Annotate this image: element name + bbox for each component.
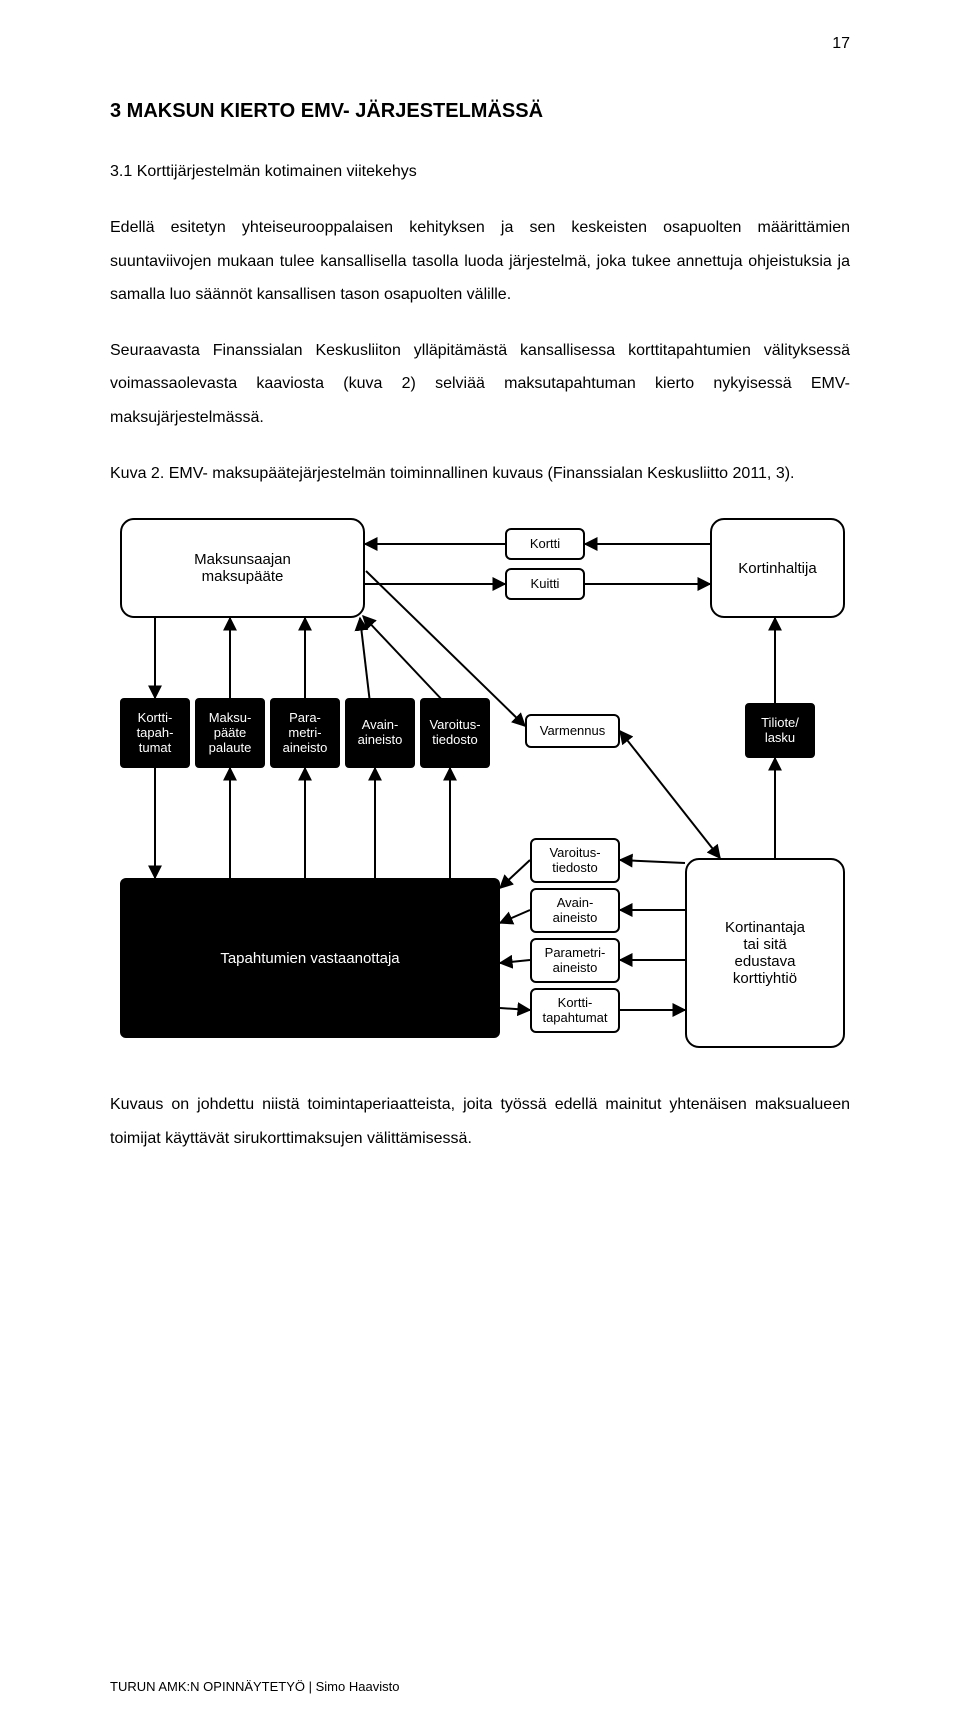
node-tiliote: Tiliote/lasku	[745, 703, 815, 758]
flow-diagram: Maksunsaajanmaksupääte Kortinhaltija Kortt…	[110, 508, 850, 1068]
heading-sub: 3.1 Korttijärjestelmän kotimainen viitek…	[110, 163, 850, 181]
node-varoitus: Varoitus-tiedosto	[420, 698, 490, 768]
node-avain2: Avain-aineisto	[530, 888, 620, 933]
node-kortinantaja: Kortinantajatai sitäedustavakorttiyhtiö	[685, 858, 845, 1048]
node-varoitus2: Varoitus-tiedosto	[530, 838, 620, 883]
paragraph-2: Seuraavasta Finanssialan Keskusliiton yl…	[110, 334, 850, 435]
node-kortinhaltija: Kortinhaltija	[710, 518, 845, 618]
node-varmennus: Varmennus	[525, 714, 620, 748]
node-kortti: Kortti	[505, 528, 585, 560]
footer: TURUN AMK:N OPINNÄYTETYÖ | Simo Haavisto	[110, 1679, 399, 1694]
node-avain: Avain-aineisto	[345, 698, 415, 768]
page-number: 17	[832, 35, 850, 53]
node-parametri2: Parametri-aineisto	[530, 938, 620, 983]
node-korttitap2: Kortti-tapahtumat	[530, 988, 620, 1033]
node-vastaanottaja: Tapahtumien vastaanottaja	[120, 878, 500, 1038]
node-korttitap: Kortti-tapah-tumat	[120, 698, 190, 768]
node-palaute: Maksu-päätepalaute	[195, 698, 265, 768]
heading-main: 3 MAKSUN KIERTO EMV- JÄRJESTELMÄSSÄ	[110, 100, 850, 123]
node-parametri: Para-metri-aineisto	[270, 698, 340, 768]
figure-post-paragraph: Kuvaus on johdettu niistä toimintaperiaa…	[110, 1088, 850, 1155]
figure-caption: Kuva 2. EMV- maksupäätejärjestelmän toim…	[110, 457, 850, 491]
paragraph-1: Edellä esitetyn yhteiseurooppalaisen keh…	[110, 211, 850, 312]
page: 17 3 MAKSUN KIERTO EMV- JÄRJESTELMÄSSÄ 3…	[0, 0, 960, 1734]
node-maksupaate: Maksunsaajanmaksupääte	[120, 518, 365, 618]
node-kuitti: Kuitti	[505, 568, 585, 600]
